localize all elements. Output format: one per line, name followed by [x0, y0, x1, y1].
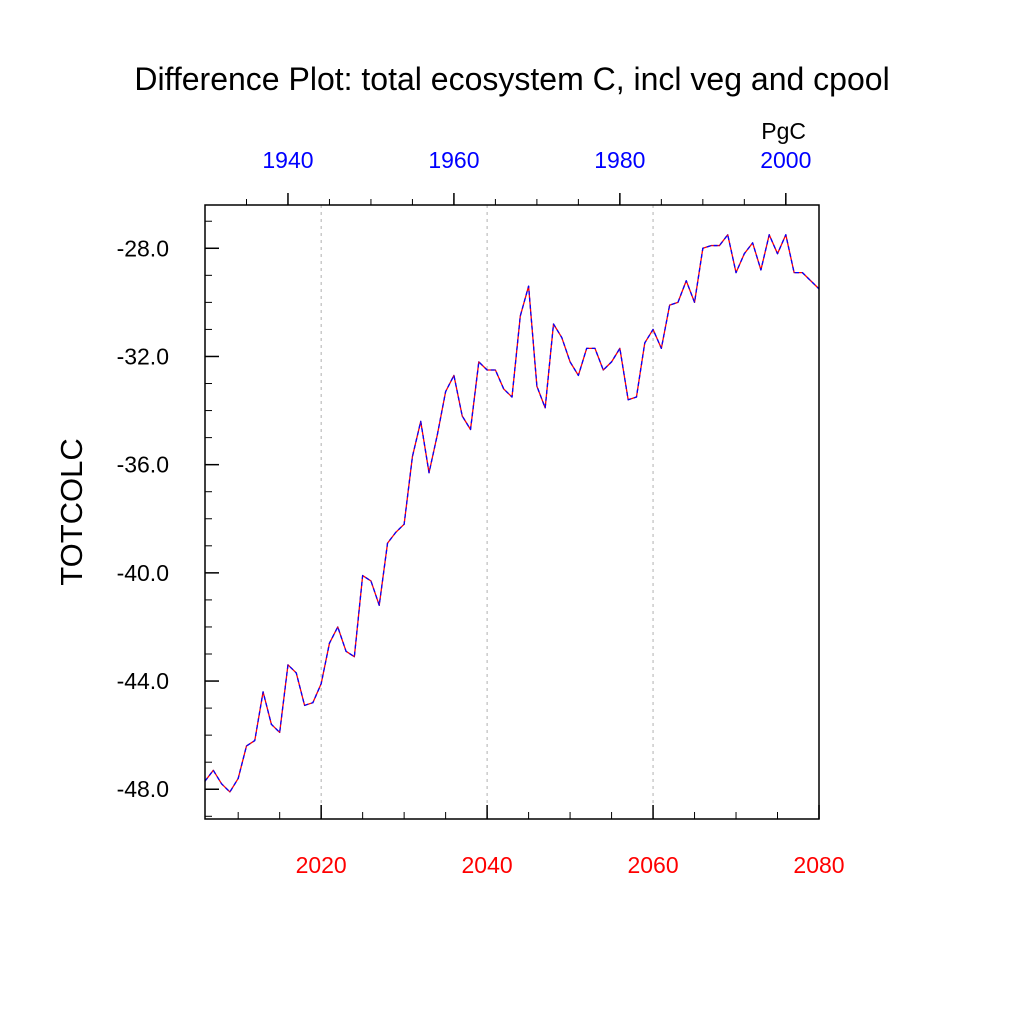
data-point — [420, 420, 422, 422]
data-point — [669, 304, 671, 306]
data-point — [337, 626, 339, 628]
data-point — [685, 280, 687, 282]
data-point — [445, 391, 447, 393]
data-point — [245, 745, 248, 747]
data-point — [486, 369, 488, 371]
data-point — [312, 702, 314, 704]
series-line — [204, 234, 820, 793]
data-point — [752, 242, 754, 244]
data-point — [370, 580, 372, 582]
x-top-tick-label: 2000 — [760, 147, 811, 173]
data-point — [262, 691, 264, 693]
data-point — [594, 347, 596, 349]
axis-ticks: 2020 2040 2060 2080 1940 1960 1980 2000 -48.0 -44… — [117, 147, 845, 878]
x-bottom-tick-label: 2080 — [793, 852, 844, 878]
data-point — [727, 234, 729, 236]
plot-frame — [204, 204, 820, 820]
y-tick-label: -44.0 — [117, 668, 169, 694]
y-tick-label: -28.0 — [117, 235, 169, 261]
data-point — [386, 542, 389, 544]
data-point — [810, 280, 812, 282]
x-top-tick-label: 1940 — [262, 147, 313, 173]
data-point — [494, 369, 497, 371]
data-point — [353, 656, 355, 658]
y-axis-label: TOTCOLC — [54, 438, 89, 586]
data-point — [527, 285, 530, 287]
y-tick-label: -40.0 — [117, 560, 169, 586]
data-point — [619, 347, 621, 349]
x-top-tick-label: 1960 — [428, 147, 479, 173]
data-point — [254, 739, 256, 742]
data-point — [586, 347, 588, 349]
data-point — [544, 407, 546, 409]
data-point — [735, 272, 737, 274]
data-point — [552, 323, 555, 325]
data-point — [212, 769, 214, 771]
series-line-dashed — [204, 234, 820, 793]
data-point — [785, 234, 787, 236]
data-point — [503, 388, 505, 390]
data-point — [561, 336, 563, 339]
y-tick-label: -32.0 — [117, 343, 169, 369]
data-point — [801, 272, 804, 274]
x-bottom-tick-label: 2020 — [296, 852, 347, 878]
data-point — [793, 272, 795, 274]
data-point — [776, 253, 779, 255]
data-point — [652, 328, 654, 331]
data-point — [718, 244, 721, 247]
data-point — [436, 434, 438, 436]
data-point — [461, 415, 463, 417]
axes — [204, 204, 820, 820]
data-point — [287, 664, 289, 666]
data-point — [768, 234, 770, 236]
data-point — [295, 672, 297, 674]
plot-area — [204, 234, 820, 793]
data-point — [644, 342, 646, 344]
data-point — [220, 783, 223, 785]
data-point — [362, 574, 364, 577]
data-point — [478, 361, 480, 363]
data-point — [710, 244, 712, 247]
data-point — [660, 347, 662, 349]
grid-lines — [320, 205, 654, 819]
data-point — [428, 472, 430, 474]
data-point — [635, 396, 638, 398]
data-point — [677, 301, 679, 303]
data-point — [403, 523, 405, 525]
units-label: PgC — [761, 118, 806, 144]
data-point — [569, 361, 571, 363]
data-point — [378, 604, 380, 606]
data-point — [743, 253, 745, 255]
x-bottom-tick-label: 2040 — [462, 852, 513, 878]
data-point — [237, 777, 239, 780]
data-point — [320, 683, 322, 685]
data-point — [693, 301, 696, 303]
y-tick-label: -36.0 — [117, 452, 169, 478]
data-point — [519, 315, 521, 317]
data-point — [610, 361, 613, 363]
chart-title: Difference Plot: total ecosystem C, incl… — [134, 61, 889, 97]
data-point — [536, 385, 538, 387]
data-point — [469, 428, 472, 431]
data-point — [270, 723, 272, 725]
data-point — [511, 396, 513, 398]
data-point — [760, 269, 762, 271]
data-point — [627, 399, 629, 401]
data-point — [345, 650, 347, 652]
x-bottom-tick-label: 2060 — [627, 852, 678, 878]
data-point — [328, 642, 331, 644]
data-point — [279, 731, 281, 734]
data-point — [577, 374, 579, 377]
data-point — [411, 455, 414, 458]
x-top-tick-label: 1980 — [594, 147, 645, 173]
data-point — [395, 531, 397, 533]
y-tick-label: -48.0 — [117, 776, 169, 802]
data-point — [602, 369, 604, 371]
data-point — [303, 704, 306, 706]
data-point — [702, 247, 704, 249]
data-point — [453, 374, 455, 377]
data-point — [229, 791, 231, 793]
